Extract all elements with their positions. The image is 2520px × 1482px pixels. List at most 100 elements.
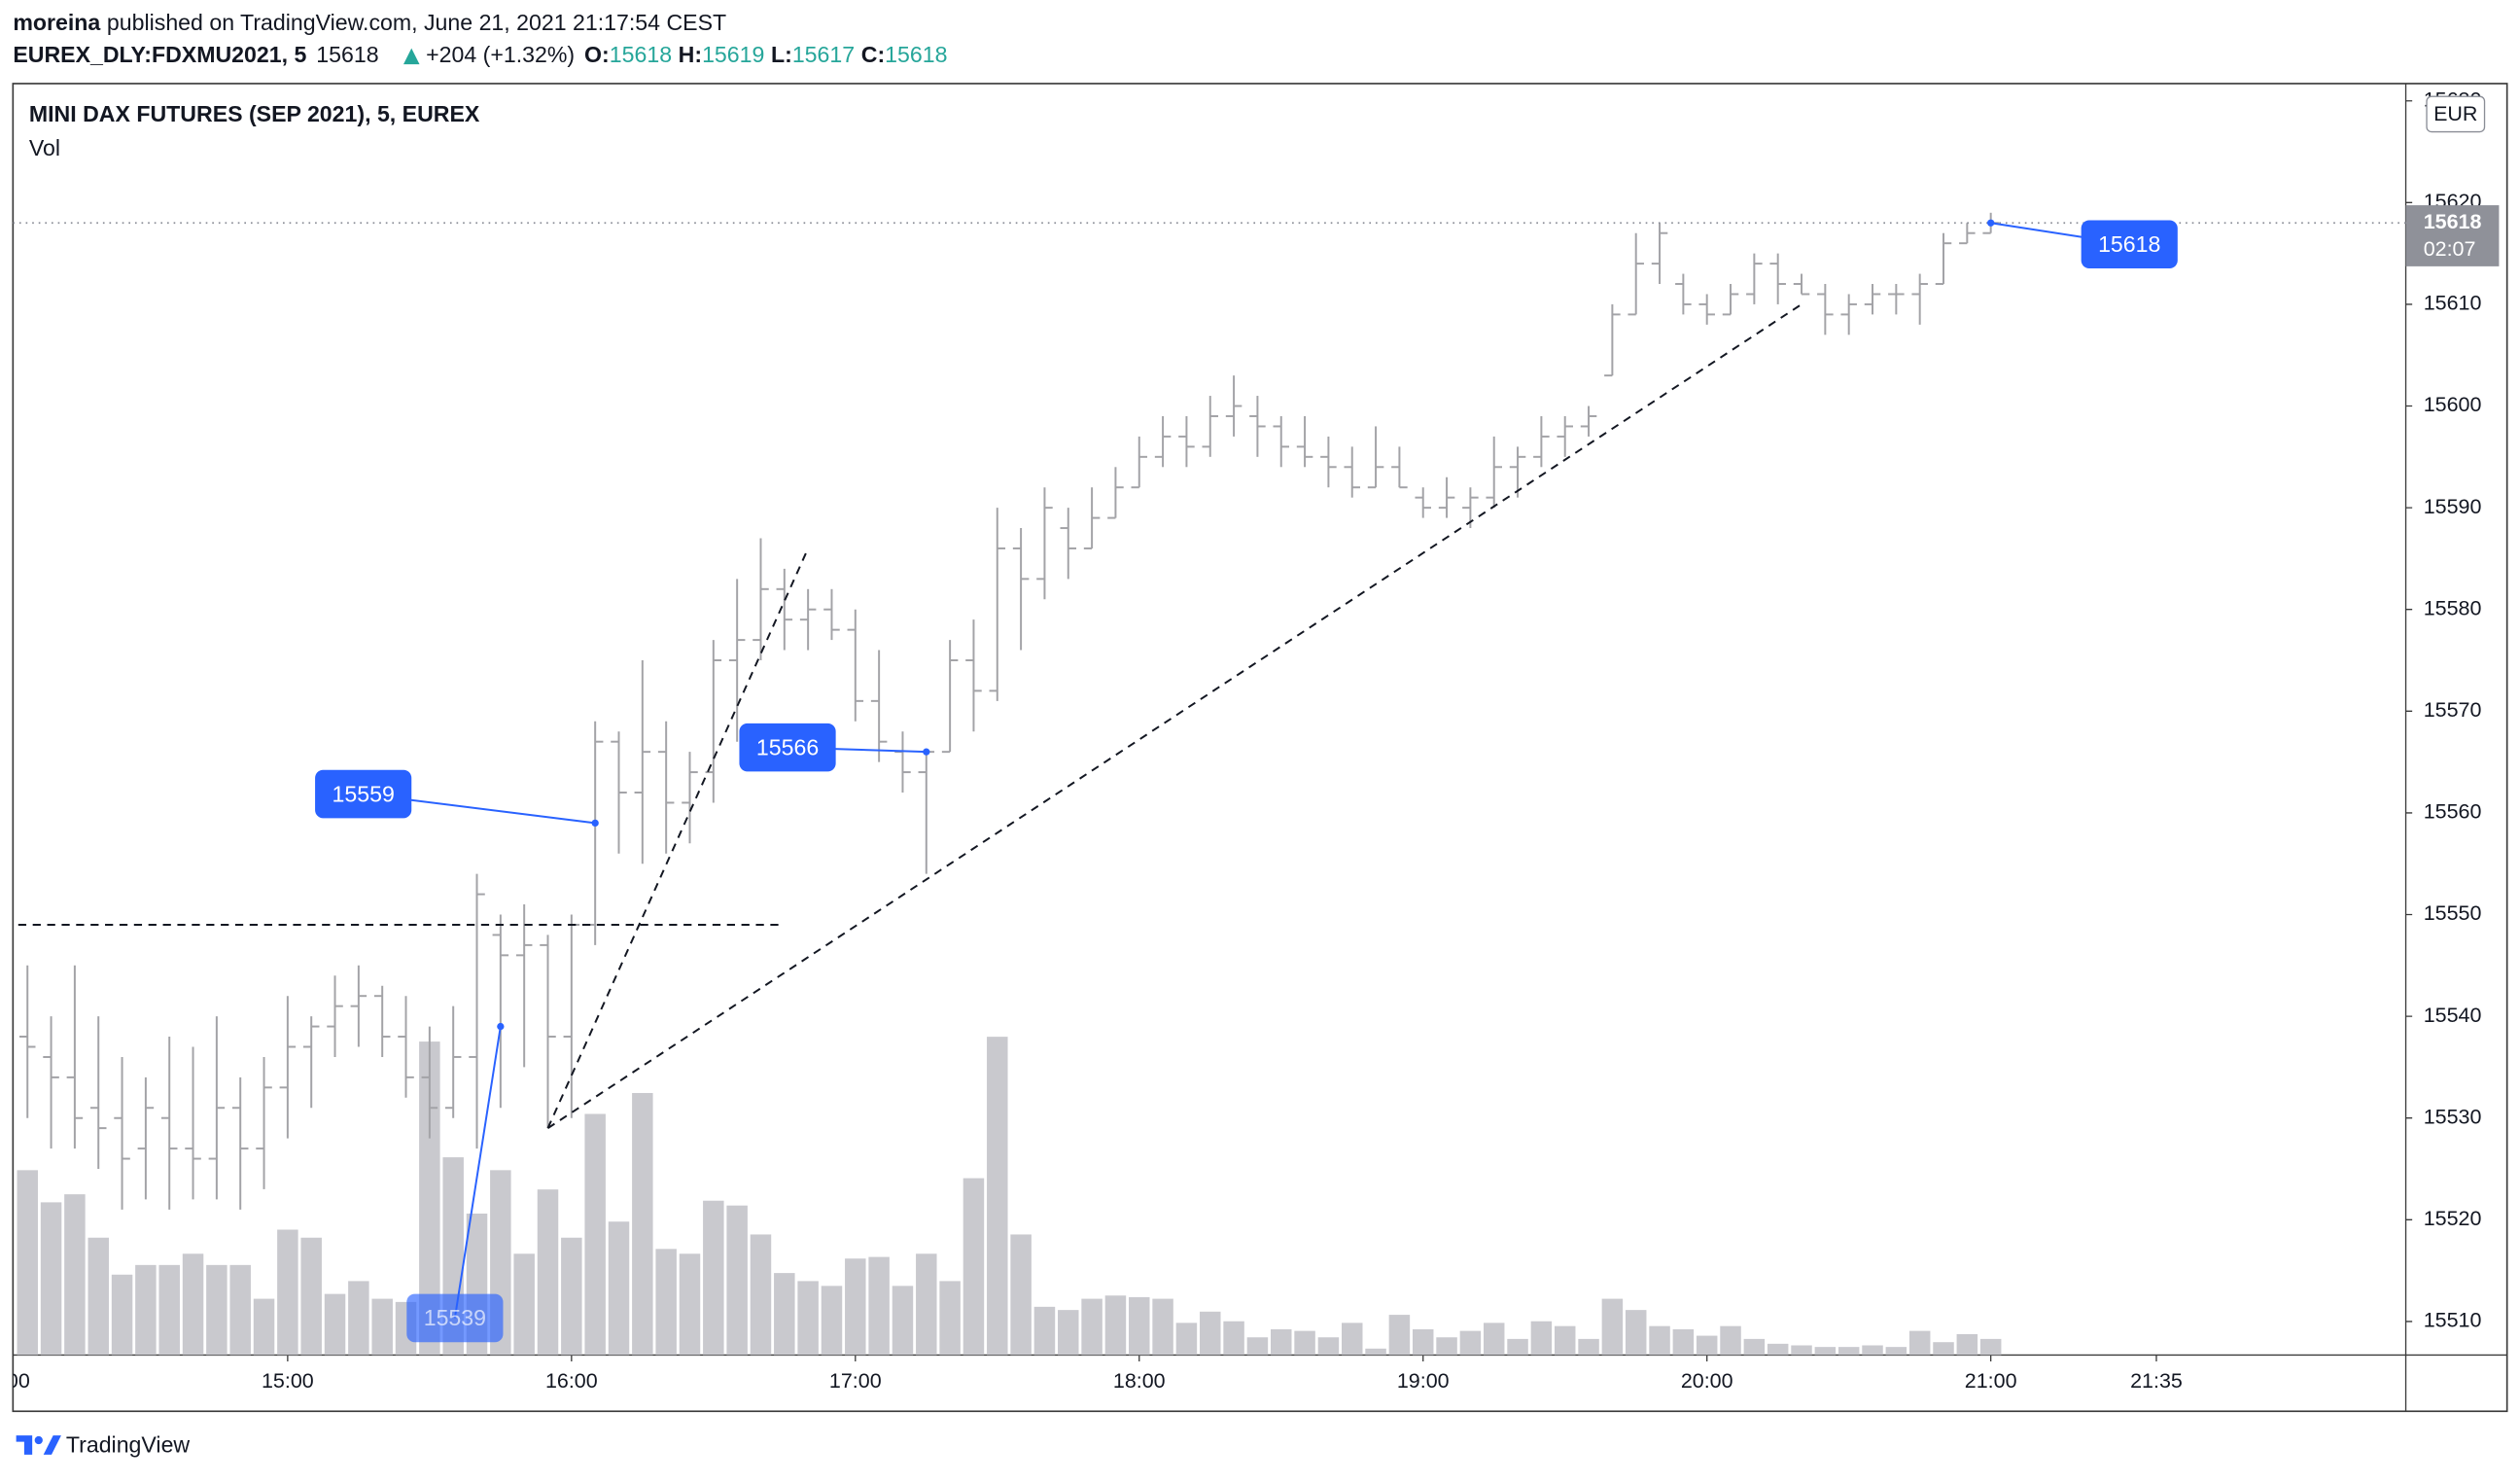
volume-bar xyxy=(1294,1330,1315,1356)
volume-bar xyxy=(1554,1325,1576,1356)
volume-bar xyxy=(774,1273,795,1356)
volume-bar xyxy=(1483,1323,1505,1356)
price-label-point xyxy=(497,1022,505,1031)
volume-bar xyxy=(1791,1345,1812,1356)
volume-bar xyxy=(277,1229,298,1356)
volume-bar xyxy=(1175,1323,1198,1356)
currency: EUR xyxy=(2433,102,2477,125)
price-label-box xyxy=(2081,220,2178,269)
chart-frame xyxy=(12,83,2508,1413)
y-tick-label: 15550 xyxy=(2424,901,2482,925)
volume-bar xyxy=(1388,1315,1411,1356)
volume-bar xyxy=(750,1234,772,1356)
price-label-box xyxy=(315,769,412,819)
price-label-box xyxy=(739,723,836,772)
volume-bar xyxy=(64,1194,86,1356)
volume-bar xyxy=(1412,1328,1434,1356)
price-label-text: 15539 xyxy=(424,1305,486,1330)
y-tick-label: 15570 xyxy=(2424,698,2482,722)
volume-bar xyxy=(987,1037,1008,1356)
price-label-box xyxy=(406,1293,504,1343)
volume-bar xyxy=(1271,1328,1292,1356)
volume-bar xyxy=(916,1253,937,1356)
x-tick-label: 21:35 xyxy=(2130,1369,2183,1393)
trend-line xyxy=(546,547,810,1129)
x-tick-label: 18:00 xyxy=(1113,1369,1166,1393)
volume-bar xyxy=(1601,1298,1624,1356)
x-tick-label: 19:00 xyxy=(1397,1369,1450,1393)
volume-bar xyxy=(513,1253,535,1356)
volume-bar xyxy=(206,1264,228,1356)
volume-bar xyxy=(1979,1338,2002,1356)
logo-part xyxy=(43,1435,61,1455)
volume-bar xyxy=(584,1113,606,1356)
volume-bar xyxy=(1625,1310,1647,1356)
volume-bar xyxy=(182,1253,204,1356)
ohlc-value: 15618 xyxy=(885,42,947,67)
volume-bar xyxy=(324,1293,346,1356)
volume-bar xyxy=(111,1274,133,1356)
countdown: 02:07 xyxy=(2424,237,2476,261)
y-tick-label: 15590 xyxy=(2424,495,2482,518)
price-axis: 15510 15520 15530 15540 15550 15560 15570 15580… xyxy=(2405,88,2500,1332)
volume-bar xyxy=(537,1189,559,1356)
y-tick-label: 15520 xyxy=(2424,1207,2482,1230)
volume-bar xyxy=(962,1178,985,1356)
y-tick-label: 15610 xyxy=(2424,292,2482,315)
price-label-point xyxy=(1987,219,1995,227)
volume-bar xyxy=(561,1237,582,1356)
volume-bar xyxy=(1862,1345,1883,1356)
symbol-line: EUREX_DLY:FDXMU2021, 5 15618 xyxy=(13,42,378,67)
volume-bar xyxy=(939,1281,961,1356)
x-tick-label: 16:00 xyxy=(545,1369,598,1393)
x-tick-label: 17:00 xyxy=(829,1369,882,1393)
volume-bar xyxy=(821,1286,843,1356)
change: +204 (+1.32%) xyxy=(426,42,575,67)
volume-bar xyxy=(679,1253,701,1356)
volume-bar xyxy=(1720,1325,1741,1356)
volume-bar xyxy=(892,1286,914,1356)
volume-bar xyxy=(1530,1321,1553,1356)
volume-bar xyxy=(348,1281,369,1356)
ohlc-value: 15617 xyxy=(792,42,855,67)
ohlc-key: O: xyxy=(584,42,610,67)
volume-bar xyxy=(1317,1337,1340,1356)
last-price-label: 15618 xyxy=(2424,210,2482,233)
volume-bar xyxy=(1010,1234,1032,1356)
volume-bar xyxy=(632,1092,653,1356)
volume-bar xyxy=(1672,1328,1695,1356)
volume-bar xyxy=(1081,1298,1102,1356)
volume-bar xyxy=(1956,1333,1978,1356)
currency-box[interactable] xyxy=(2426,95,2486,133)
volume-bar xyxy=(419,1041,440,1356)
volume-bar xyxy=(158,1264,180,1356)
y-tick-label: 15530 xyxy=(2424,1105,2482,1128)
volume-bar xyxy=(1365,1348,1386,1356)
last-price: 15618 xyxy=(316,42,378,67)
volume-bar xyxy=(1507,1338,1528,1356)
volume-bar xyxy=(868,1256,890,1356)
volume-bar xyxy=(135,1264,157,1356)
volume-bar xyxy=(1152,1298,1173,1356)
last-price-box xyxy=(2405,205,2500,266)
volume-bar xyxy=(1058,1310,1079,1356)
logo-part xyxy=(16,1435,33,1455)
y-tick-label: 15560 xyxy=(2424,800,2482,824)
symbol: EUREX_DLY:FDXMU2021, 5 xyxy=(13,42,306,67)
volume-bar xyxy=(845,1258,866,1356)
volume-bar xyxy=(703,1200,724,1356)
price-label-text: 15566 xyxy=(756,734,819,759)
volume-bar xyxy=(1223,1321,1244,1356)
volume-bar xyxy=(1696,1335,1718,1356)
volume-bar xyxy=(1885,1347,1908,1356)
x-tick-label: 20:00 xyxy=(1681,1369,1733,1393)
y-tick-label: 15600 xyxy=(2424,393,2482,416)
ohlc-key: L: xyxy=(771,42,792,67)
published: published on TradingView.com, June 21, 2… xyxy=(107,10,726,35)
ohlc-value: 15619 xyxy=(702,42,764,67)
x-tick-label: 15:00 xyxy=(262,1369,314,1393)
price-label-text: 15559 xyxy=(332,781,395,806)
up-arrow xyxy=(402,48,420,65)
volume-bar xyxy=(371,1298,393,1356)
